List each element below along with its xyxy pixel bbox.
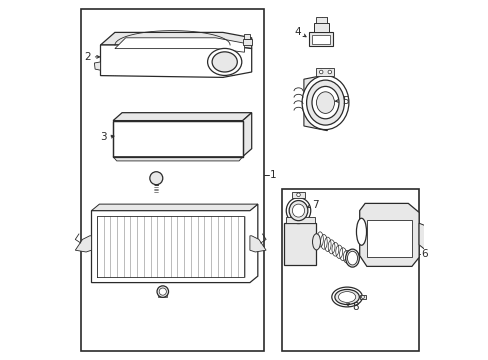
Circle shape [327,70,331,74]
Bar [242,39,251,45]
Bar [359,295,366,299]
Polygon shape [91,204,257,283]
Bar [113,121,242,157]
Circle shape [361,296,364,298]
Polygon shape [249,236,265,252]
Ellipse shape [288,201,307,221]
Bar [291,192,305,198]
Bar [366,220,411,257]
Polygon shape [115,38,244,52]
Ellipse shape [338,292,355,302]
Text: 5: 5 [341,96,347,106]
Bar [311,35,329,44]
Bar [313,23,328,32]
Circle shape [149,172,163,185]
Text: 7: 7 [311,200,318,210]
Polygon shape [113,113,251,121]
Ellipse shape [345,249,359,267]
Circle shape [296,193,300,197]
Text: 4: 4 [294,27,301,37]
Polygon shape [418,223,427,252]
Ellipse shape [207,49,241,76]
Bar [81,9,264,351]
Bar [244,34,250,39]
Polygon shape [94,62,101,70]
Polygon shape [316,68,334,76]
Bar [284,223,316,265]
Bar [113,121,242,157]
Text: 3: 3 [100,132,107,142]
Text: 1: 1 [269,170,276,180]
Ellipse shape [302,76,348,130]
Text: 2: 2 [84,52,91,62]
Polygon shape [359,203,418,266]
Bar [315,17,326,23]
Ellipse shape [312,234,320,250]
Ellipse shape [347,251,357,265]
Polygon shape [75,236,91,252]
Ellipse shape [292,204,304,217]
Bar [158,291,167,297]
Polygon shape [101,32,251,49]
Polygon shape [91,204,257,211]
Text: 6: 6 [420,249,427,259]
Bar [285,217,314,223]
Polygon shape [303,75,326,131]
Ellipse shape [306,80,344,125]
Ellipse shape [356,218,366,245]
Polygon shape [101,45,251,77]
Ellipse shape [316,92,334,113]
Bar [154,174,158,185]
Bar [309,32,332,46]
Text: 8: 8 [351,302,358,312]
Ellipse shape [212,52,237,72]
Ellipse shape [334,289,359,305]
Polygon shape [242,113,251,157]
Circle shape [159,288,166,295]
Bar [282,189,418,351]
Ellipse shape [311,86,338,119]
Ellipse shape [285,198,310,224]
Circle shape [157,286,168,297]
Circle shape [319,70,322,74]
Polygon shape [113,157,242,161]
Ellipse shape [331,287,362,307]
